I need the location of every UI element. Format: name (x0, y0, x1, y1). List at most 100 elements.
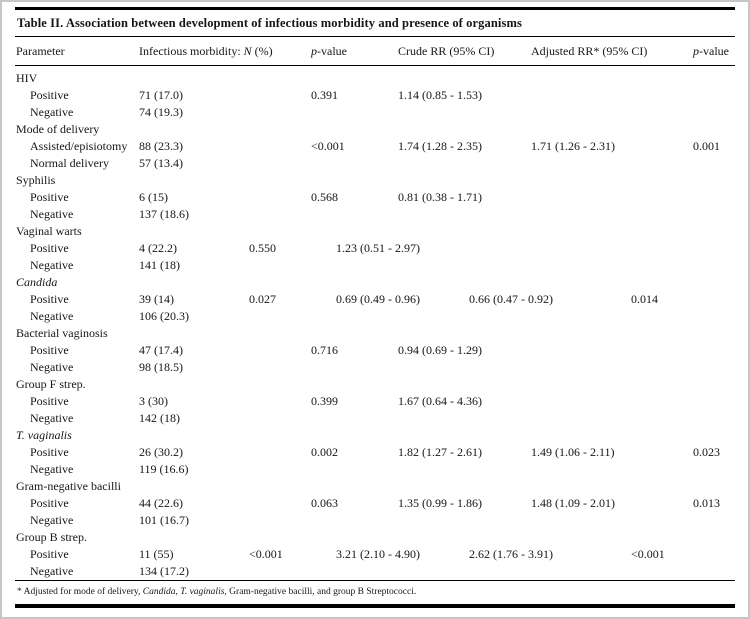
cell-p-value (310, 512, 397, 529)
cell-p-value-2 (692, 257, 735, 274)
group-label: T. vaginalis (16, 428, 72, 442)
cell-adjusted-rr (530, 563, 692, 580)
cell-crude-rr (397, 563, 530, 580)
data-row: Negative 142 (18) (15, 410, 735, 427)
cell-adjusted-rr (530, 393, 692, 410)
cell-crude-rr (397, 461, 530, 478)
cell-n-percent: 134 (17.2) (139, 564, 189, 578)
group-header-row: Syphilis (15, 172, 735, 189)
cell-parameter: Normal delivery (30, 156, 109, 170)
cell-crude-rr: 1.74 (1.28 - 2.35) (398, 139, 482, 153)
cell-crude-rr (397, 257, 530, 274)
cell-n-percent: 26 (30.2) (139, 445, 183, 459)
cell-adjusted-rr: 1.71 (1.26 - 2.31) (531, 139, 615, 153)
cell-p-value-2 (692, 342, 735, 359)
cell-adjusted-rr (530, 461, 692, 478)
data-row: Negative 119 (16.6) (15, 461, 735, 478)
cell-n-percent: 11 (55) (139, 547, 174, 561)
cell-p-value-2 (692, 155, 735, 172)
group-header-row: Gram-negative bacilli (15, 478, 735, 495)
top-rule (15, 7, 735, 10)
cell-p-value-2 (630, 240, 673, 257)
cell-parameter: Positive (30, 88, 69, 102)
group-header-row: Mode of delivery (15, 121, 735, 138)
group-label: Vaginal warts (16, 224, 82, 238)
data-row: Negative 137 (18.6) (15, 206, 735, 223)
cell-p-value: 0.550 (249, 241, 276, 255)
italic-text: T. vaginalis (180, 586, 225, 597)
text: -value (699, 44, 729, 58)
cell-crude-rr (397, 155, 530, 172)
cell-crude-rr: 1.23 (0.51 - 2.97) (336, 241, 420, 255)
column-header-adjusted-rr: Adjusted RR* (95% CI) (530, 37, 692, 66)
cell-parameter: Negative (30, 360, 74, 374)
cell-p-value: 0.002 (311, 445, 338, 459)
data-row: Negative 101 (16.7) (15, 512, 735, 529)
data-row: Assisted/episiotomy 88 (23.3) <0.001 1.74 (… (15, 138, 735, 155)
cell-adjusted-rr (530, 308, 692, 325)
group-header-row: Group F strep. (15, 376, 735, 393)
italic-text: p (311, 44, 317, 58)
data-row: Positive 3 (30) 0.399 1.67 (0.64 - 4.36) (15, 393, 735, 410)
column-header-p-value-2: p-value (692, 37, 735, 66)
cell-adjusted-rr: 2.62 (1.76 - 3.91) (469, 547, 553, 561)
cell-p-value-2 (692, 512, 735, 529)
cell-p-value-2 (692, 410, 735, 427)
column-header-crude-rr: Crude RR (95% CI) (397, 37, 530, 66)
text: Adjusted RR* (95% CI) (531, 44, 648, 58)
cell-crude-rr: 1.35 (0.99 - 1.86) (398, 496, 482, 510)
cell-adjusted-rr (530, 155, 692, 172)
data-row: Positive 71 (17.0) 0.391 1.14 (0.85 - 1.53) (15, 87, 735, 104)
cell-n-percent: 98 (18.5) (139, 360, 183, 374)
cell-p-value (310, 155, 397, 172)
cell-parameter: Negative (30, 105, 74, 119)
italic-text: p (693, 44, 699, 58)
cell-n-percent: 141 (18) (139, 258, 180, 272)
cell-p-value-2: <0.001 (631, 547, 665, 561)
cell-crude-rr (397, 410, 530, 427)
data-row: Negative 141 (18) (15, 257, 735, 274)
cell-crude-rr: 1.82 (1.27 - 2.61) (398, 445, 482, 459)
cell-n-percent: 57 (13.4) (139, 156, 183, 170)
cell-p-value-2 (692, 206, 735, 223)
table-footnote: * Adjusted for mode of delivery, Candida… (15, 581, 735, 604)
data-row: Positive 26 (30.2) 0.002 1.82 (1.27 - 2.61)… (15, 444, 735, 461)
cell-adjusted-rr (530, 206, 692, 223)
group-header-row: Group B strep. (15, 529, 735, 546)
italic-text: N (243, 44, 252, 58)
data-row: Negative 98 (18.5) (15, 359, 735, 376)
data-row: Positive 6 (15) 0.568 0.81 (0.38 - 1.71) (15, 189, 735, 206)
text: , Gram-negative bacilli, and group B Str… (224, 586, 417, 597)
cell-p-value-2 (692, 308, 735, 325)
data-row: Positive 4 (22.2) 0.550 1.23 (0.51 - 2.97) (15, 240, 735, 257)
group-label: Mode of delivery (16, 122, 100, 136)
cell-p-value-2: 0.014 (631, 292, 658, 306)
cell-n-percent: 119 (16.6) (139, 462, 189, 476)
cell-adjusted-rr: 0.66 (0.47 - 0.92) (469, 292, 553, 306)
cell-parameter: Negative (30, 258, 74, 272)
cell-adjusted-rr: 1.48 (1.09 - 2.01) (531, 496, 615, 510)
title-rule (15, 36, 735, 37)
text: (%) (251, 44, 273, 58)
group-header-row: HIV (15, 66, 735, 87)
cell-n-percent: 4 (22.2) (139, 241, 177, 255)
cell-n-percent: 71 (17.0) (139, 88, 183, 102)
cell-adjusted-rr (530, 104, 692, 121)
cell-p-value-2 (692, 393, 735, 410)
footnote-rule (15, 579, 735, 581)
group-header-row: Candida (15, 274, 735, 291)
cell-parameter: Positive (30, 394, 69, 408)
cell-p-value (310, 563, 397, 580)
cell-crude-rr (397, 104, 530, 121)
cell-p-value (310, 410, 397, 427)
column-header-p-value: p-value (310, 37, 397, 66)
cell-adjusted-rr (530, 512, 692, 529)
header-row: Parameter Infectious morbidity: N (%) p-va… (15, 37, 735, 66)
cell-p-value-2 (692, 87, 735, 104)
cell-adjusted-rr (530, 257, 692, 274)
table-title: Table II. Association between developmen… (17, 16, 522, 30)
text: Infectious morbidity: (139, 44, 244, 58)
cell-parameter: Assisted/episiotomy (30, 139, 128, 153)
cell-parameter: Negative (30, 564, 74, 578)
text: Parameter (16, 44, 65, 58)
